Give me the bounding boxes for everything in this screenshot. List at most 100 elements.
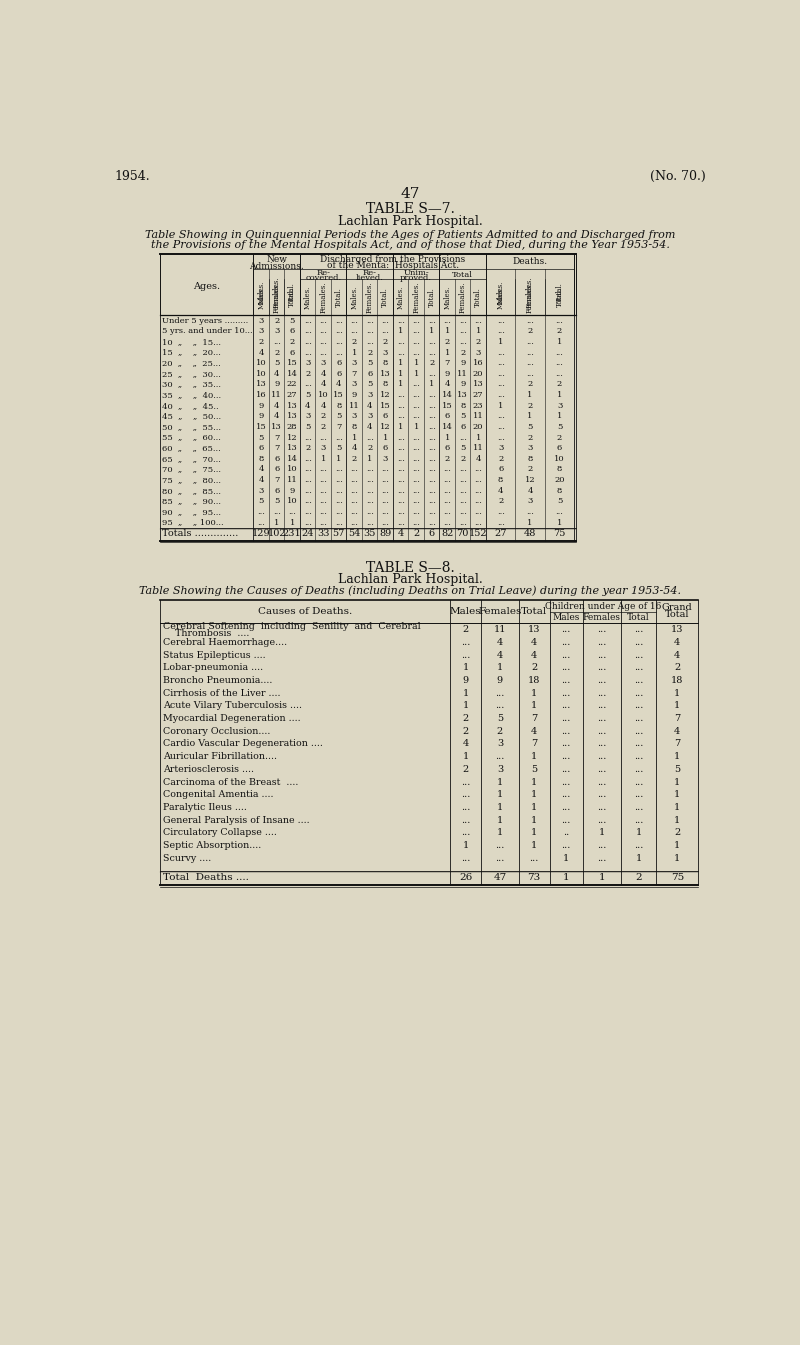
Text: ...: ... bbox=[458, 487, 466, 495]
Text: ...: ... bbox=[304, 338, 312, 346]
Text: 5: 5 bbox=[674, 765, 681, 773]
Text: 1: 1 bbox=[414, 422, 419, 430]
Text: ...: ... bbox=[304, 465, 312, 473]
Text: 3: 3 bbox=[305, 359, 310, 367]
Text: 6: 6 bbox=[429, 529, 434, 538]
Text: 4: 4 bbox=[336, 381, 342, 389]
Text: 1: 1 bbox=[527, 519, 533, 527]
Text: 1: 1 bbox=[398, 370, 403, 378]
Text: 1: 1 bbox=[367, 455, 372, 463]
Text: ...: ... bbox=[495, 854, 505, 862]
Text: 8: 8 bbox=[527, 455, 533, 463]
Text: 8: 8 bbox=[498, 476, 503, 484]
Text: 2: 2 bbox=[460, 348, 466, 356]
Text: ...: ... bbox=[428, 433, 436, 441]
Text: ...: ... bbox=[304, 455, 312, 463]
Text: 1: 1 bbox=[531, 829, 537, 838]
Text: ...: ... bbox=[304, 381, 312, 389]
Text: 4: 4 bbox=[497, 651, 503, 659]
Text: Coronary Occlusion....: Coronary Occlusion.... bbox=[162, 726, 270, 736]
Text: ...: ... bbox=[443, 508, 451, 516]
Text: 1: 1 bbox=[498, 338, 503, 346]
Text: 27: 27 bbox=[287, 391, 298, 399]
Text: ...: ... bbox=[319, 465, 327, 473]
Text: ...: ... bbox=[497, 508, 505, 516]
Text: 9: 9 bbox=[462, 677, 469, 685]
Text: ...: ... bbox=[334, 338, 342, 346]
Text: 1: 1 bbox=[462, 689, 469, 698]
Text: ...: ... bbox=[461, 791, 470, 799]
Text: 5: 5 bbox=[557, 422, 562, 430]
Text: Females.: Females. bbox=[319, 281, 327, 313]
Text: ...: ... bbox=[412, 433, 420, 441]
Text: ...: ... bbox=[397, 498, 405, 506]
Text: 4: 4 bbox=[475, 455, 481, 463]
Text: Re-: Re- bbox=[316, 269, 330, 277]
Text: ...: ... bbox=[562, 714, 571, 724]
Text: 1: 1 bbox=[674, 841, 681, 850]
Text: 15  „    „  20...: 15 „ „ 20... bbox=[162, 348, 221, 356]
Text: Total.: Total. bbox=[474, 288, 482, 307]
Text: 1: 1 bbox=[497, 663, 503, 672]
Text: ...: ... bbox=[273, 508, 281, 516]
Text: 4: 4 bbox=[258, 465, 264, 473]
Text: ...: ... bbox=[530, 854, 538, 862]
Text: ...: ... bbox=[304, 498, 312, 506]
Text: 22: 22 bbox=[287, 381, 298, 389]
Text: ...: ... bbox=[366, 498, 374, 506]
Text: 7: 7 bbox=[274, 433, 279, 441]
Text: 2: 2 bbox=[351, 455, 357, 463]
Text: 12: 12 bbox=[525, 476, 535, 484]
Text: 20: 20 bbox=[473, 422, 483, 430]
Text: ...: ... bbox=[526, 508, 534, 516]
Text: Cardio Vascular Degeneration ....: Cardio Vascular Degeneration .... bbox=[162, 740, 322, 748]
Text: Females: Females bbox=[583, 613, 621, 623]
Text: ...: ... bbox=[350, 476, 358, 484]
Text: Total.: Total. bbox=[428, 288, 436, 307]
Text: 1: 1 bbox=[462, 841, 469, 850]
Text: 1: 1 bbox=[497, 777, 503, 787]
Text: 18: 18 bbox=[528, 677, 540, 685]
Text: 2: 2 bbox=[413, 529, 419, 538]
Text: 4: 4 bbox=[367, 422, 373, 430]
Text: ...: ... bbox=[597, 777, 606, 787]
Text: 6: 6 bbox=[274, 465, 279, 473]
Text: 2: 2 bbox=[497, 726, 503, 736]
Text: Deaths.: Deaths. bbox=[513, 257, 548, 266]
Text: ...: ... bbox=[350, 508, 358, 516]
Text: 4: 4 bbox=[498, 487, 503, 495]
Text: ...: ... bbox=[461, 815, 470, 824]
Text: 3: 3 bbox=[382, 455, 388, 463]
Text: 129: 129 bbox=[252, 529, 270, 538]
Text: Lachlan Park Hospital.: Lachlan Park Hospital. bbox=[338, 215, 482, 227]
Text: ...: ... bbox=[443, 476, 451, 484]
Text: 4: 4 bbox=[674, 638, 681, 647]
Text: Total.: Total. bbox=[334, 288, 342, 307]
Text: 13: 13 bbox=[458, 391, 468, 399]
Text: 2: 2 bbox=[475, 338, 481, 346]
Text: ...: ... bbox=[334, 487, 342, 495]
Text: ...: ... bbox=[428, 498, 436, 506]
Text: ...: ... bbox=[556, 316, 563, 324]
Text: 4: 4 bbox=[531, 651, 537, 659]
Text: 9: 9 bbox=[258, 413, 264, 421]
Text: ...: ... bbox=[319, 508, 327, 516]
Text: 2: 2 bbox=[445, 455, 450, 463]
Text: ...: ... bbox=[382, 316, 389, 324]
Text: Septic Absorption....: Septic Absorption.... bbox=[162, 841, 261, 850]
Text: 2: 2 bbox=[290, 338, 295, 346]
Text: ...: ... bbox=[562, 726, 571, 736]
Text: ...: ... bbox=[597, 701, 606, 710]
Text: 8: 8 bbox=[258, 455, 264, 463]
Text: ...: ... bbox=[443, 498, 451, 506]
Text: 2: 2 bbox=[557, 327, 562, 335]
Text: 1: 1 bbox=[445, 433, 450, 441]
Text: 5: 5 bbox=[305, 422, 310, 430]
Text: ...: ... bbox=[597, 638, 606, 647]
Text: ...: ... bbox=[526, 359, 534, 367]
Text: 18: 18 bbox=[671, 677, 683, 685]
Text: 1: 1 bbox=[531, 791, 537, 799]
Text: 8: 8 bbox=[336, 402, 342, 410]
Text: ...: ... bbox=[562, 752, 571, 761]
Text: 40  „    „  45..: 40 „ „ 45.. bbox=[162, 402, 218, 410]
